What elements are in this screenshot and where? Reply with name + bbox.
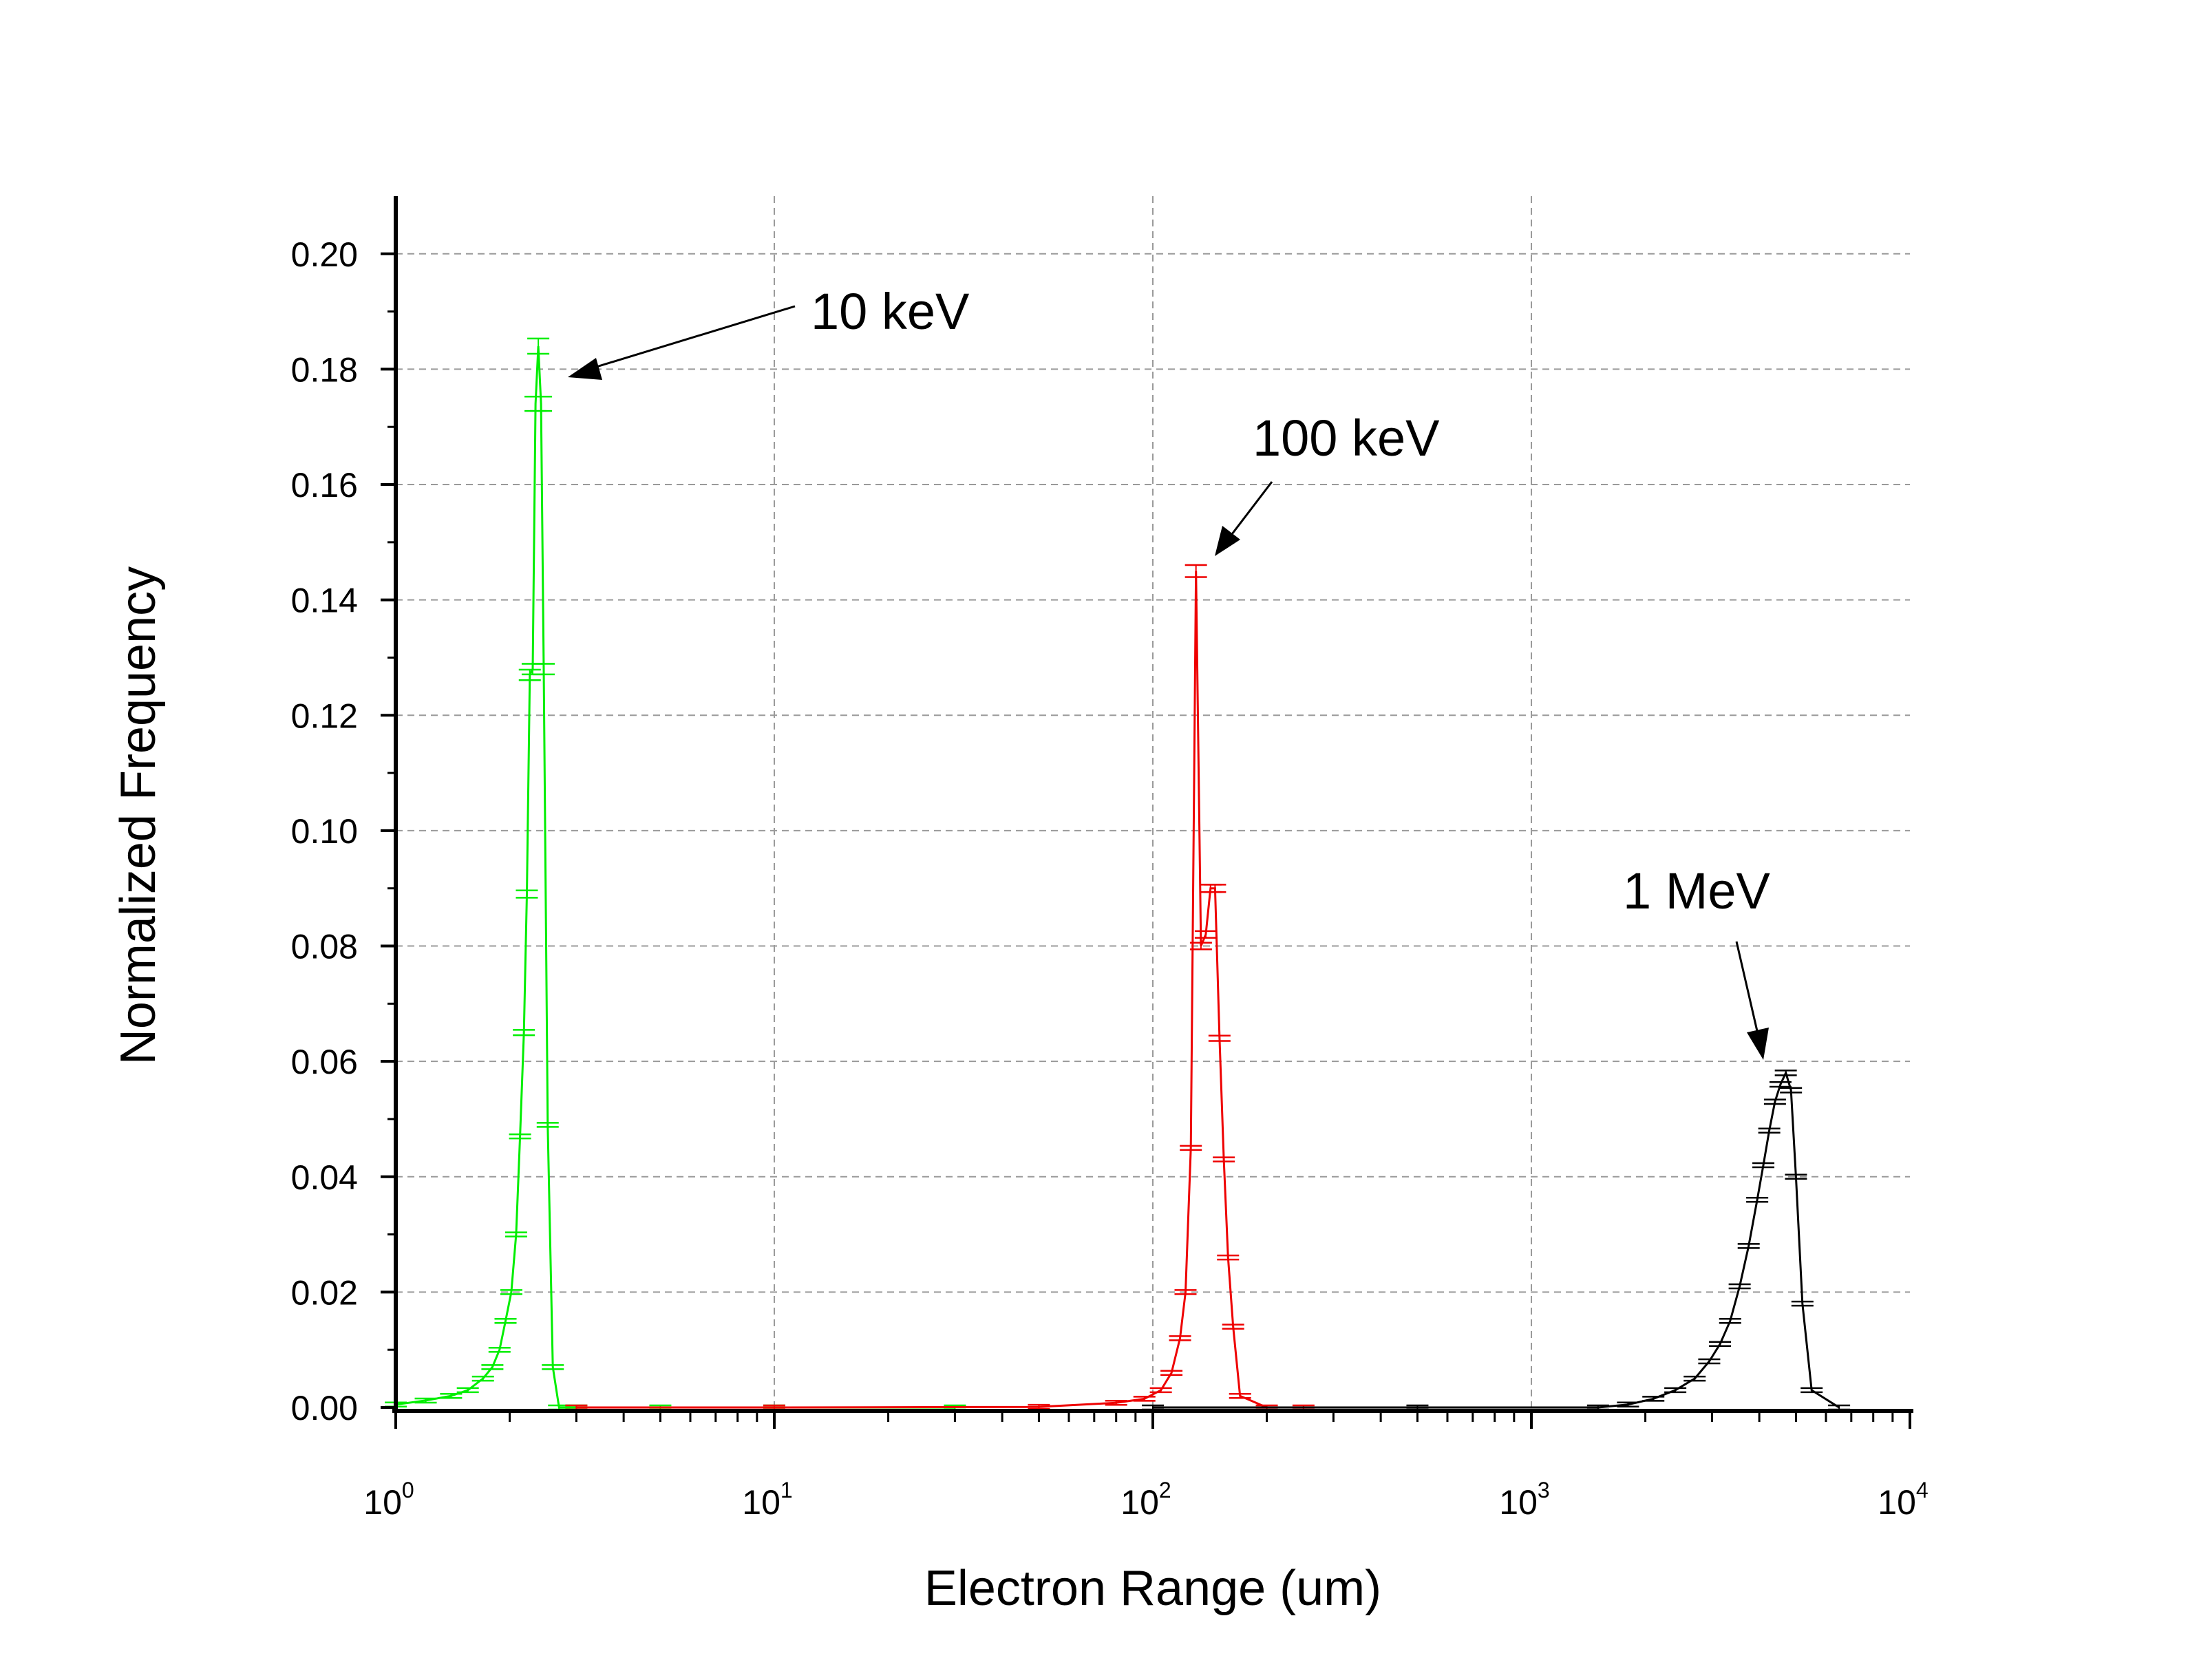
annotation-arrowhead-100kev <box>1215 526 1240 556</box>
y-tick-label: 0.14 <box>291 582 358 620</box>
annotation-1mev: 1 MeV <box>1623 862 1771 1060</box>
annotation-label-100kev: 100 keV <box>1253 410 1440 467</box>
x-tick-label: 103 <box>1499 1478 1549 1522</box>
data-point <box>1222 1323 1244 1330</box>
series-2 <box>1142 1070 1851 1411</box>
grid <box>396 196 1910 1407</box>
data-point <box>513 1029 535 1036</box>
data-point <box>1769 1081 1792 1088</box>
data-point <box>494 1318 517 1324</box>
y-tick-label: 0.16 <box>291 466 358 504</box>
x-ticks: 100 101 102 103 104 <box>363 1411 1929 1522</box>
data-point <box>1229 1392 1251 1399</box>
data-point <box>1180 1145 1202 1151</box>
y-tick-label: 0.12 <box>291 697 358 735</box>
y-tick-label: 0.02 <box>291 1273 358 1312</box>
data-point <box>1728 1283 1751 1290</box>
y-tick-label: 0.18 <box>291 350 358 389</box>
data-point <box>500 1289 522 1295</box>
annotation-10kev: 10 keV <box>568 283 970 380</box>
data-point <box>542 1364 564 1370</box>
annotation-arrowhead-1mev <box>1747 1028 1769 1060</box>
y-ticks: 0.00 0.02 0.04 0.06 0.08 0.10 0.12 0.14 0.16 0.18… <box>291 235 396 1427</box>
data-point <box>533 663 555 676</box>
y-tick-label: 0.10 <box>291 812 358 851</box>
data-point <box>1737 1243 1760 1249</box>
y-tick-label: 0.20 <box>291 235 358 274</box>
y-tick-label: 0.08 <box>291 928 358 966</box>
data-point <box>440 1392 463 1399</box>
data-point <box>530 396 553 412</box>
series-line <box>576 571 1304 1409</box>
data-point <box>1105 1400 1127 1406</box>
annotation-arrow-10kev <box>591 305 796 370</box>
annotation-arrowhead-10kev <box>568 358 602 380</box>
data-point <box>1664 1387 1687 1394</box>
data-point <box>1174 1289 1197 1295</box>
data-point <box>481 1364 504 1370</box>
data-point <box>471 1375 494 1382</box>
y-tick-label: 0.00 <box>291 1389 358 1427</box>
data-point <box>456 1387 479 1394</box>
data-point <box>1185 564 1207 578</box>
data-point <box>1189 942 1212 950</box>
y-axis-title: Normalized Frequency <box>111 566 166 1065</box>
x-axis-title: Electron Range (um) <box>924 1561 1381 1616</box>
data-point <box>414 1397 437 1404</box>
data-point <box>1763 1098 1786 1105</box>
data-point <box>1149 1387 1172 1394</box>
data-point <box>1719 1318 1741 1324</box>
data-point <box>1709 1341 1732 1348</box>
data-point <box>1752 1162 1775 1169</box>
data-point <box>1698 1358 1721 1365</box>
annotation-arrow-1mev <box>1735 941 1759 1032</box>
data-point <box>504 1231 527 1237</box>
data-point <box>1217 1254 1240 1261</box>
annotation-arrow-100kev <box>1231 481 1273 535</box>
data-point <box>536 1122 559 1128</box>
data-point <box>1785 1173 1807 1180</box>
data-point <box>1758 1127 1781 1134</box>
annotation-label-1mev: 1 MeV <box>1623 862 1771 919</box>
data-point <box>488 1346 511 1353</box>
x-tick-label: 104 <box>1878 1478 1928 1522</box>
data-point <box>1169 1335 1191 1341</box>
data-point <box>1133 1396 1156 1402</box>
data-point <box>1617 1401 1639 1408</box>
data-point <box>1194 930 1217 939</box>
series-1 <box>565 564 1315 1411</box>
annotation-100kev: 100 keV <box>1215 410 1440 556</box>
x-tick-label: 101 <box>742 1478 792 1522</box>
x-tick-label: 100 <box>363 1478 414 1522</box>
plot-series <box>385 337 1851 1411</box>
data-point <box>1780 1087 1803 1094</box>
data-point <box>527 337 550 355</box>
data-point <box>516 889 538 899</box>
data-point <box>1642 1396 1665 1402</box>
data-point <box>1746 1197 1769 1203</box>
data-point <box>509 1133 531 1140</box>
data-point <box>1774 1070 1797 1076</box>
annotation-label-10kev: 10 keV <box>811 283 970 340</box>
data-point <box>1204 884 1226 893</box>
data-point <box>1800 1387 1823 1394</box>
data-point <box>1213 1156 1235 1162</box>
x-tick-label: 102 <box>1120 1478 1171 1522</box>
data-point <box>1160 1370 1183 1376</box>
y-tick-label: 0.04 <box>291 1158 358 1197</box>
data-point <box>1208 1034 1231 1042</box>
data-point <box>1791 1300 1814 1307</box>
y-tick-label: 0.06 <box>291 1043 358 1081</box>
data-point <box>1683 1375 1706 1382</box>
